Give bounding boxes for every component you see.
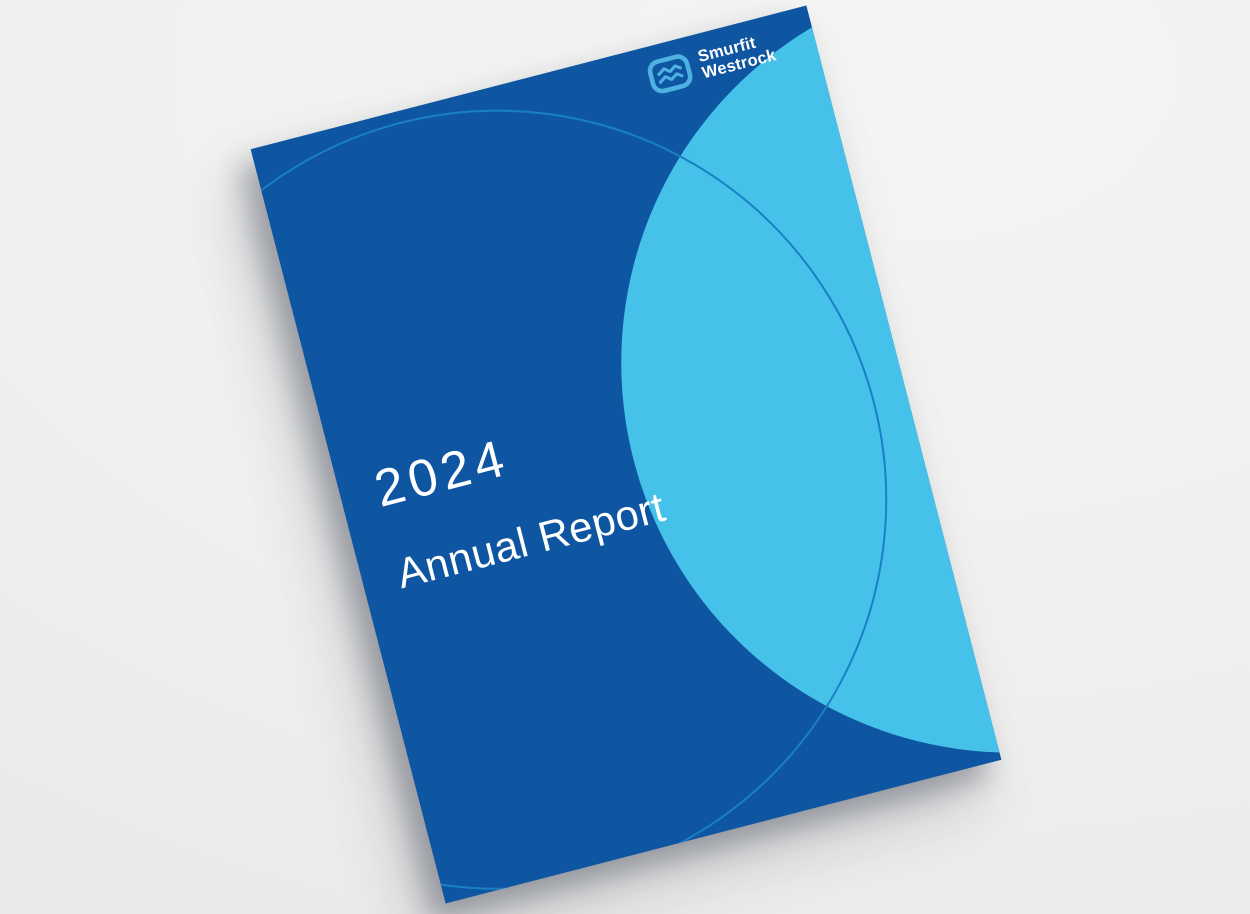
annual-report-cover: Smurfit Westrock 2024 Annual Report xyxy=(250,5,1002,904)
decorative-outline-circle xyxy=(250,24,973,904)
brand-logo: Smurfit Westrock xyxy=(645,30,778,97)
smurfit-westrock-logo-icon xyxy=(645,51,697,97)
